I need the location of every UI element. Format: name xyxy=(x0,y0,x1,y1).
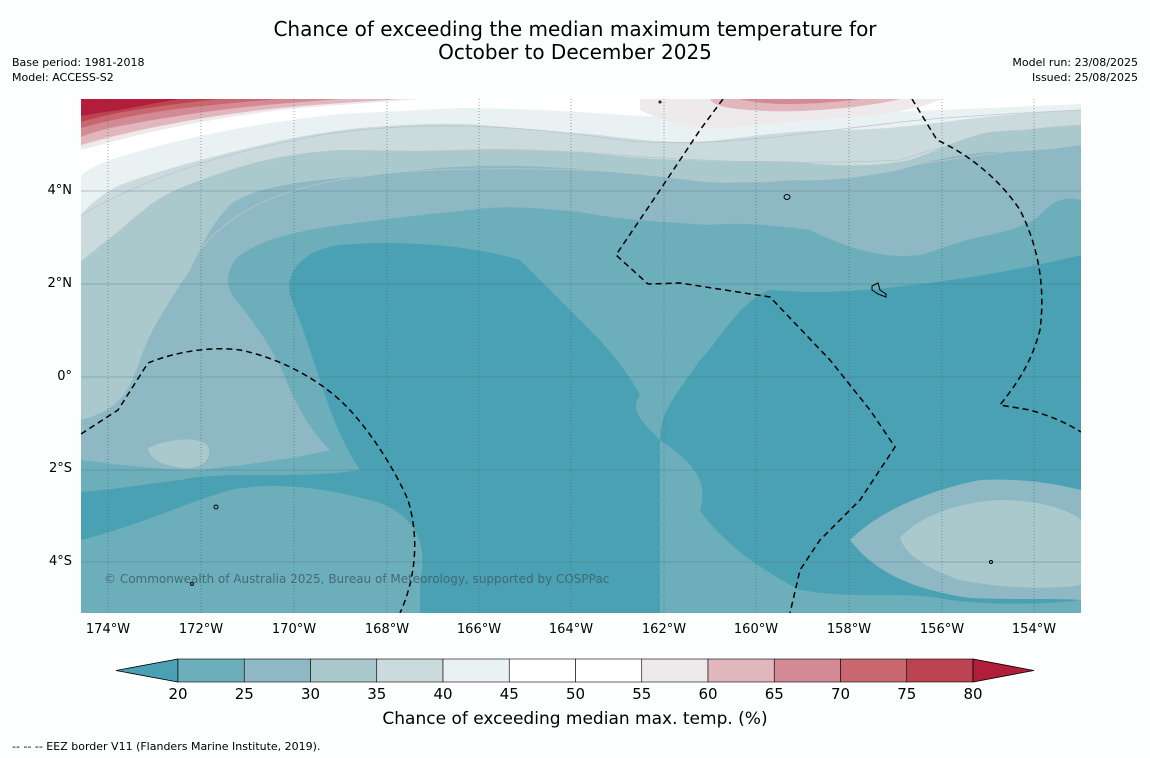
lon-tick: 166°W xyxy=(456,622,502,637)
lon-tick: 160°W xyxy=(733,622,779,637)
colorbar-tick: 50 xyxy=(565,685,586,703)
colorbar-tick: 20 xyxy=(168,685,188,703)
colorbar-tick: 80 xyxy=(963,685,983,703)
lon-tick: 164°W xyxy=(548,622,594,637)
colorbar-label: Chance of exceeding median max. temp. (%… xyxy=(382,709,768,729)
model-name: Model: ACCESS-S2 xyxy=(12,71,114,84)
colorbar-tick: 75 xyxy=(897,685,917,703)
contour-80-plus xyxy=(81,99,180,116)
lat-tick: 2°S xyxy=(48,461,72,476)
contour-35-40 xyxy=(81,99,1081,420)
lon-tick: 154°W xyxy=(1011,622,1057,637)
contour-se-40 xyxy=(965,510,1062,575)
base-period: Base period: 1981-2018 xyxy=(12,56,145,69)
colorbar-segment xyxy=(840,658,908,683)
lon-tick: 156°W xyxy=(919,622,965,637)
lat-tick: 0° xyxy=(57,369,72,384)
lon-tick: 162°W xyxy=(641,622,687,637)
colorbar-segment xyxy=(508,658,576,683)
lon-tick: 170°W xyxy=(271,622,317,637)
colorbar-tick: 45 xyxy=(499,685,519,703)
colorbar-tick: 65 xyxy=(764,685,784,703)
base-info: Base period: 1981-2018 Model: ACCESS-S2 xyxy=(12,55,144,85)
colorbar-segment xyxy=(906,658,974,683)
colorbar-segment xyxy=(707,658,775,683)
islands xyxy=(190,100,993,586)
colorbar-segment xyxy=(641,658,709,683)
colorbar-segment xyxy=(376,658,444,683)
copyright-notice: © Commonwealth of Australia 2025, Bureau… xyxy=(104,572,610,586)
issued-date: Issued: 25/08/2025 xyxy=(1031,71,1138,84)
lon-tick: 174°W xyxy=(85,622,131,637)
model-run: Model run: 23/08/2025 xyxy=(1012,56,1138,69)
lat-tick: 4°N xyxy=(47,183,73,198)
colorbar-tick: 55 xyxy=(632,685,652,703)
colorbar xyxy=(115,658,1035,683)
colorbar-tick: 60 xyxy=(698,685,718,703)
colorbar-tick: 40 xyxy=(433,685,453,703)
colorbar-extend-high xyxy=(972,658,1035,683)
colorbar-segment xyxy=(310,658,378,683)
colorbar-segment xyxy=(773,658,841,683)
eez-border xyxy=(81,99,1081,613)
colorbar-segment xyxy=(442,658,510,683)
contour-40-45 xyxy=(81,99,1081,262)
forecast-map xyxy=(81,99,1081,613)
lon-tick: 172°W xyxy=(178,622,224,637)
lon-tick: 158°W xyxy=(826,622,872,637)
colorbar-tick: 35 xyxy=(367,685,387,703)
contour-top-center-65 xyxy=(740,99,860,104)
contour-30-35 xyxy=(81,99,1081,470)
colorbar-segment xyxy=(575,658,643,683)
contour-lines xyxy=(81,109,1081,421)
colorbar-segment xyxy=(243,658,311,683)
contour-55-60 xyxy=(81,99,1081,150)
contour-45-50 xyxy=(81,99,1081,215)
colorbar-extend-low xyxy=(115,658,179,683)
graticule xyxy=(81,190,1081,563)
contour-patch-west xyxy=(148,439,210,468)
title-line-2: October to December 2025 xyxy=(438,40,712,64)
run-info: Model run: 23/08/2025 Issued: 25/08/2025 xyxy=(1012,55,1138,85)
colorbar-tick: 70 xyxy=(830,685,851,703)
chart-title: Chance of exceeding the median maximum t… xyxy=(0,18,1150,64)
title-line-1: Chance of exceeding the median maximum t… xyxy=(273,17,877,41)
lon-tick: 168°W xyxy=(364,622,410,637)
lat-tick: 2°N xyxy=(47,276,73,291)
lat-tick: 4°S xyxy=(48,554,72,569)
colorbar-tick: 25 xyxy=(234,685,254,703)
eez-footnote: -- -- -- EEZ border V11 (Flanders Marine… xyxy=(12,740,321,753)
colorbar-tick: 30 xyxy=(300,685,321,703)
colorbar-segment xyxy=(177,658,245,683)
